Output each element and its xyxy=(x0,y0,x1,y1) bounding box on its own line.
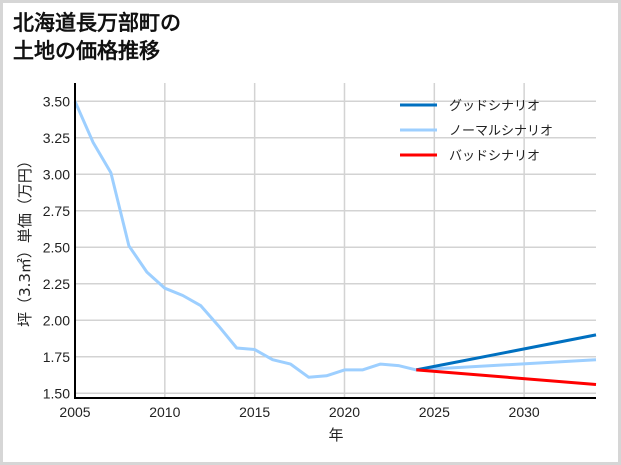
legend-label: バッドシナリオ xyxy=(449,149,540,164)
series-line xyxy=(73,100,597,379)
series-line xyxy=(416,333,597,372)
x-tick-label: 2010 xyxy=(149,404,180,420)
x-tick-label: 2025 xyxy=(419,404,450,420)
axes xyxy=(74,83,596,399)
x-tick-label: 2020 xyxy=(329,404,360,420)
y-tick-label: 3.50 xyxy=(43,93,70,109)
chart-title: 北海道長万部町の 土地の価格推移 xyxy=(13,9,181,65)
series-line xyxy=(416,368,597,386)
legend-label: グッドシナリオ xyxy=(449,99,540,114)
y-axis-label: 坪（3.3㎡）単価（万円） xyxy=(16,153,34,327)
legend-label: ノーマルシナリオ xyxy=(449,124,553,139)
x-axis-label: 年 xyxy=(328,426,343,444)
y-tick-label: 1.75 xyxy=(43,349,70,365)
x-axis-tick-labels: 2005 2010 2015 2020 2025 2030 xyxy=(59,404,539,420)
series-lines xyxy=(73,100,597,386)
y-tick-label: 3.25 xyxy=(43,130,70,146)
y-axis-tick-labels: 1.50 1.75 2.00 2.25 2.50 2.75 3.00 3.25 3.50 xyxy=(43,93,70,401)
y-tick-label: 1.50 xyxy=(43,385,70,401)
x-tick-label: 2005 xyxy=(59,404,90,420)
y-tick-label: 2.25 xyxy=(43,276,70,292)
y-tick-label: 2.50 xyxy=(43,239,70,255)
chart-title-line-2: 土地の価格推移 xyxy=(13,39,160,63)
y-tick-label: 2.00 xyxy=(43,312,70,328)
y-tick-label: 2.75 xyxy=(43,203,70,219)
x-tick-label: 2030 xyxy=(509,404,540,420)
chart-title-line-1: 北海道長万部町の xyxy=(13,11,181,35)
x-tick-label: 2015 xyxy=(239,404,270,420)
y-tick-label: 3.00 xyxy=(43,166,70,182)
